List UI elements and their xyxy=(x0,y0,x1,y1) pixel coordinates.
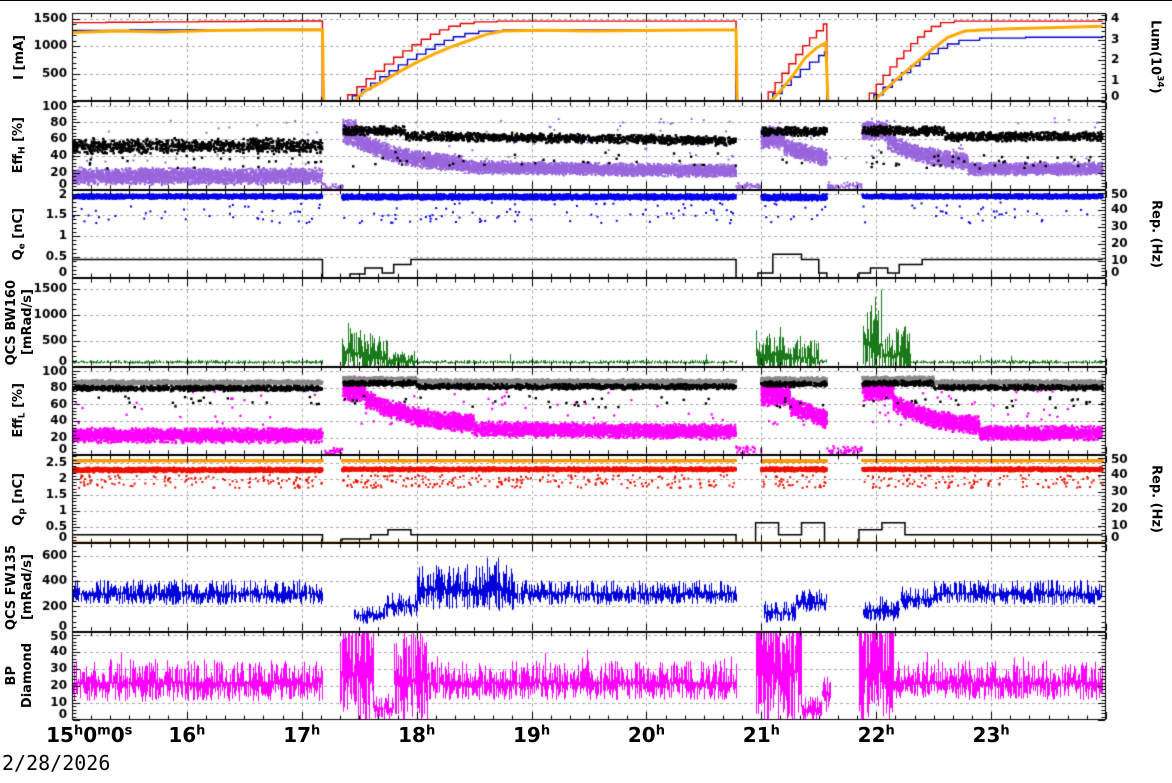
x-tick-label: 21h xyxy=(742,723,780,747)
date-label: 2/28/2026 xyxy=(2,751,111,775)
x-tick-label: 19h xyxy=(512,723,551,747)
x-tick-label: 17h xyxy=(283,723,321,747)
x-tick-label: 18h xyxy=(398,723,436,747)
x-tick-label: 16h xyxy=(168,723,206,747)
x-tick-label: 20h xyxy=(627,723,665,747)
x-tick-label: 22h xyxy=(857,723,895,747)
x-tick-label: 15h0m0s xyxy=(46,723,133,747)
x-tick-label: 23h xyxy=(972,723,1010,747)
